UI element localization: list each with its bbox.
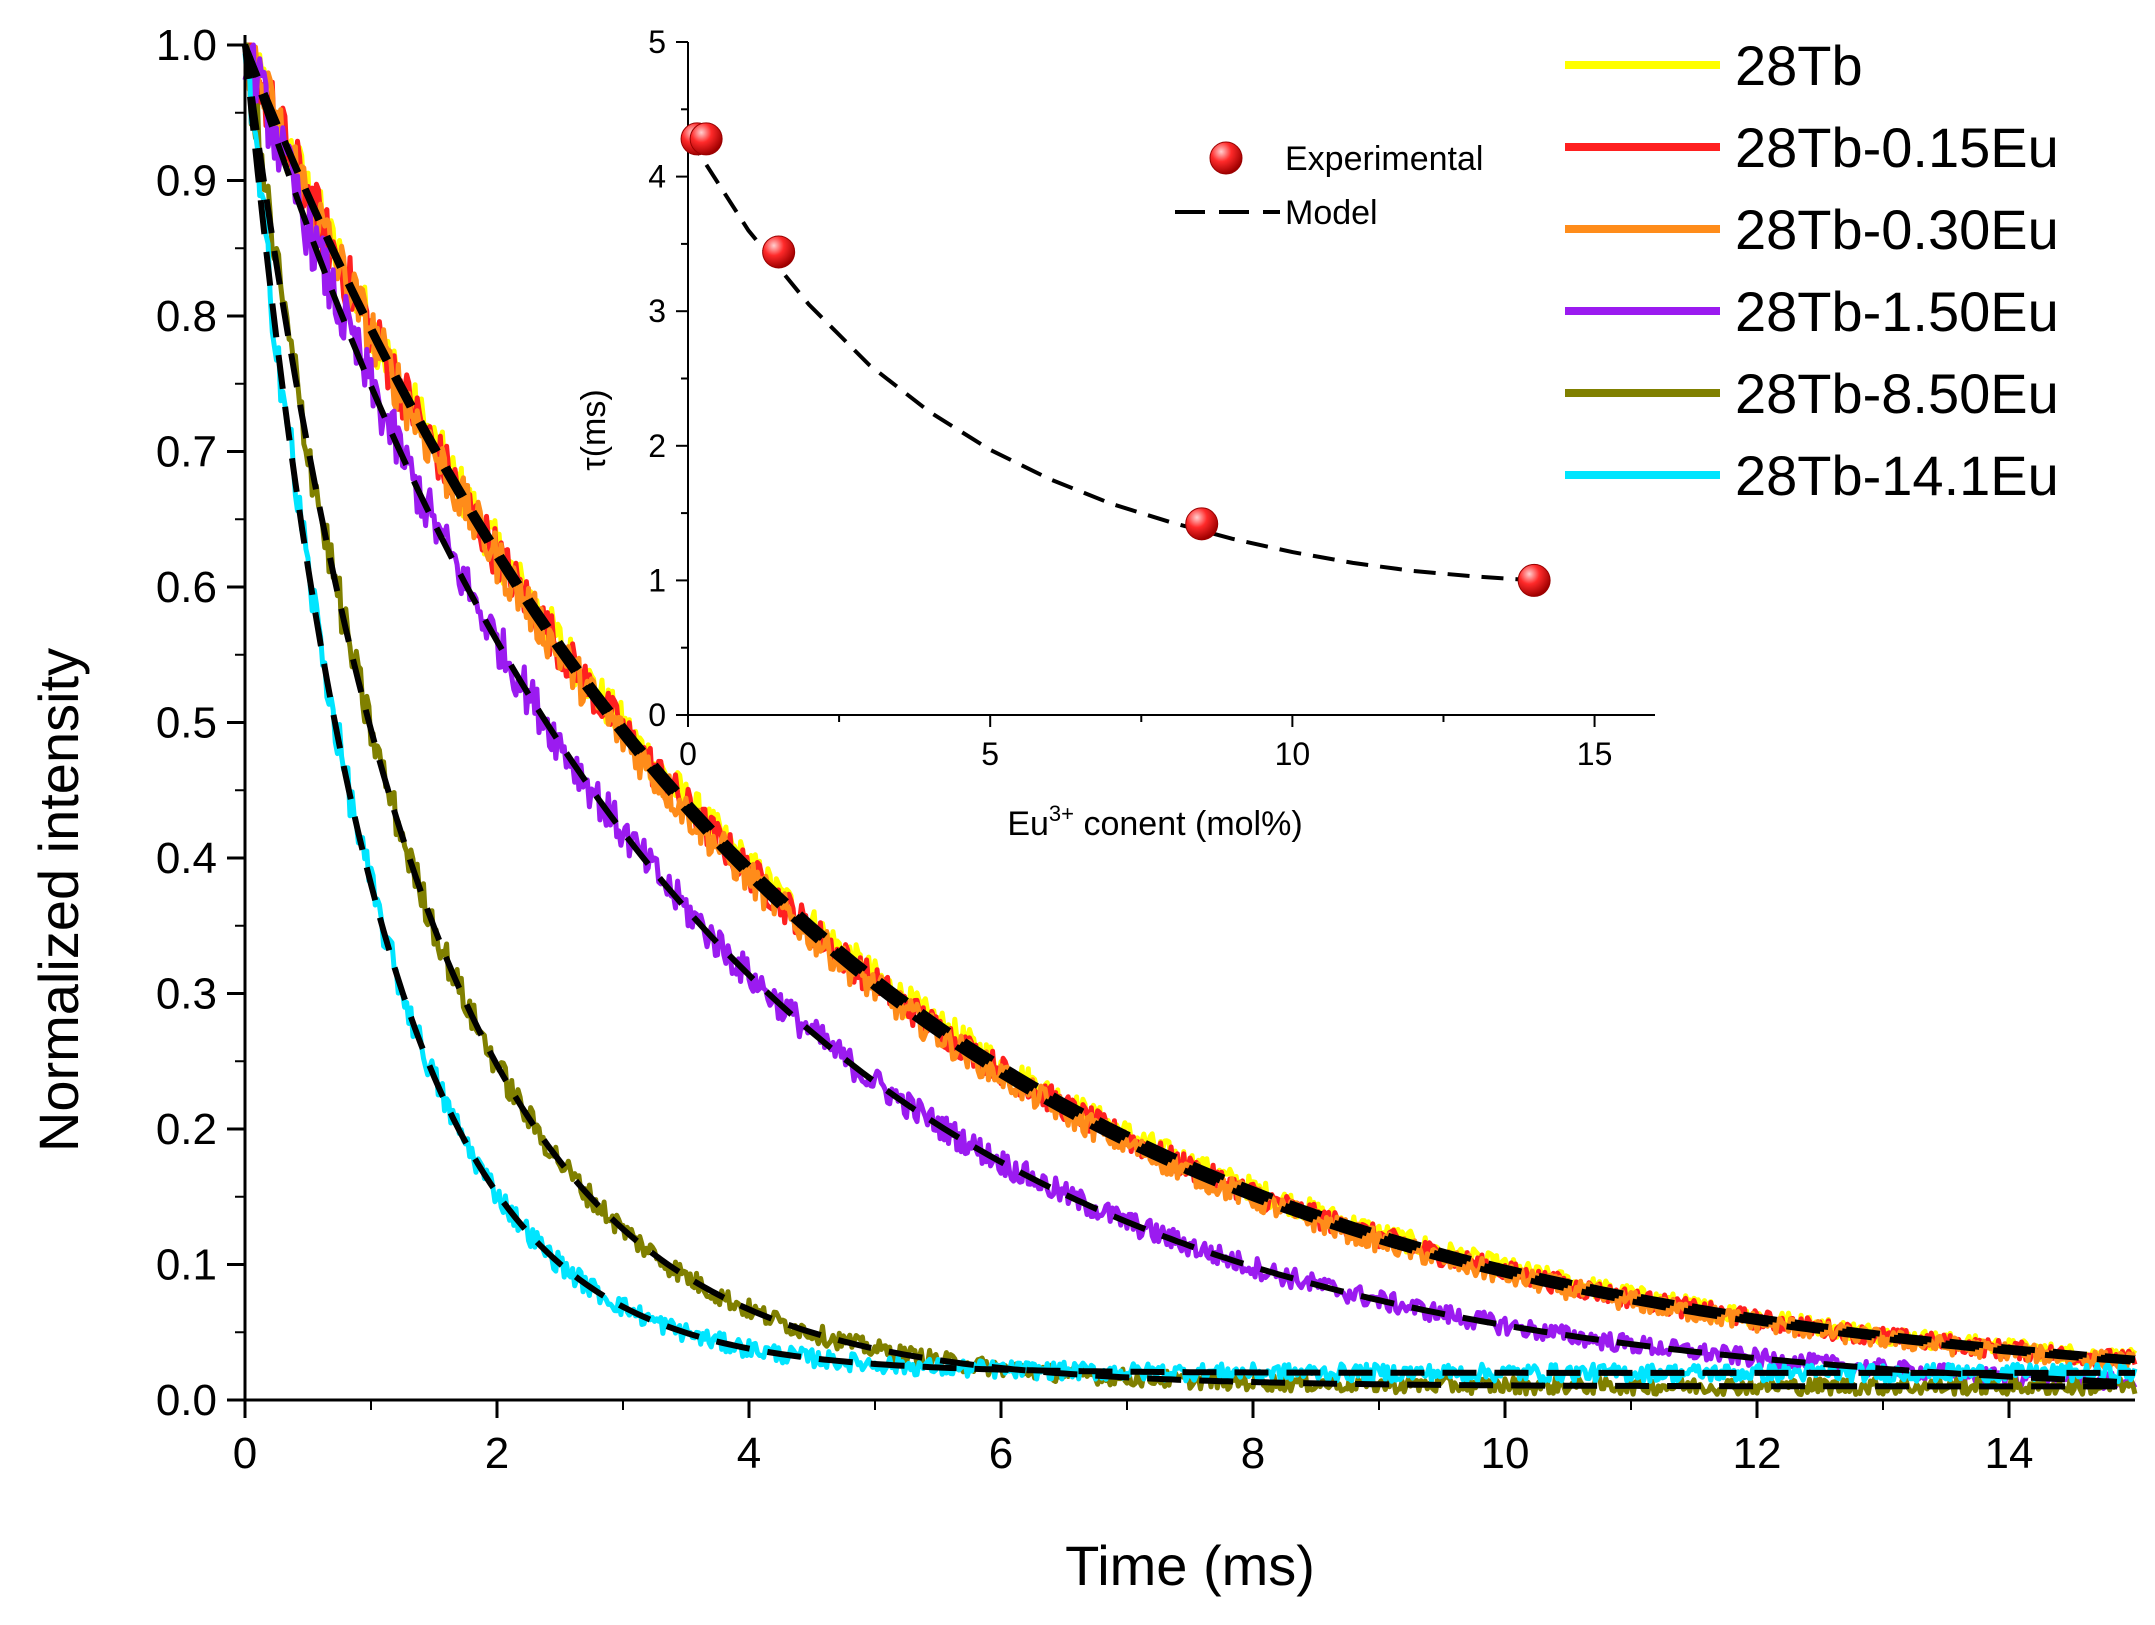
inset-legend-experimental-label: Experimental <box>1285 140 1483 178</box>
inset-experimental-point <box>762 235 796 269</box>
legend-label-28tb-8-50eu: 28Tb-8.50Eu <box>1735 362 2059 425</box>
main-x-tick-label-12: 12 <box>1733 1429 1782 1478</box>
inset-legend-model-label: Model <box>1285 194 1378 232</box>
main-y-tick-label-0-6: 0.6 <box>156 563 217 612</box>
inset-y-tick-label-5: 5 <box>648 24 666 60</box>
inset-x-tick-label-10: 10 <box>1275 736 1311 772</box>
main-x-tick-label-4: 4 <box>737 1429 761 1478</box>
inset-x-title-superscript: 3+ <box>1049 801 1074 826</box>
fit-curve-28tb-0-30eu <box>242 43 2136 1365</box>
fit-curve-28tb-8-50eu <box>242 44 2135 1390</box>
main-plot-area: 0 2 4 6 8 10 12 140.00.10.20.30.40.50.60.70.80.… <box>156 21 2138 1478</box>
inset-y-tick-label-0: 0 <box>648 697 666 733</box>
legend-label-28tb-0-15eu: 28Tb-0.15Eu <box>1735 116 2059 179</box>
legend-label-28tb-0-30eu: 28Tb-0.30Eu <box>1735 198 2059 261</box>
fit-curve-28tb-1-50eu <box>242 44 2136 1386</box>
main-y-tick-label-0-4: 0.4 <box>156 834 217 883</box>
main-legend: 28Tb 28Tb-0.15Eu 28Tb-0.30Eu 28Tb-1.50Eu 28T… <box>1565 34 2059 507</box>
main-x-axis-title: Time (ms) <box>1065 1534 1315 1597</box>
main-y-tick-label-1-0: 1.0 <box>156 21 217 70</box>
inset-y-tick-label-2: 2 <box>648 428 666 464</box>
inset-x-tick-label-15: 15 <box>1577 736 1613 772</box>
inset-x-title-part-rest: conent (mol%) <box>1074 805 1303 843</box>
inset-experimental-point <box>1517 563 1551 597</box>
main-x-tick-label-0: 0 <box>233 1429 257 1478</box>
legend-label-28tb-14-1eu: 28Tb-14.1Eu <box>1735 444 2059 507</box>
inset-legend: Experimental Model <box>1175 140 1483 232</box>
main-x-tick-label-6: 6 <box>989 1429 1013 1478</box>
main-x-tick-label-10: 10 <box>1481 1429 1530 1478</box>
inset-experimental-point <box>689 122 723 156</box>
inset-y-tick-label-1: 1 <box>648 562 666 598</box>
inset-x-title-part-eu: Eu <box>1007 805 1049 843</box>
inset-y-tick-label-3: 3 <box>648 293 666 329</box>
inset-x-tick-label-0: 0 <box>679 736 697 772</box>
main-y-tick-label-0-5: 0.5 <box>156 699 217 748</box>
main-y-tick-label-0-8: 0.8 <box>156 292 217 341</box>
legend-label-28tb: 28Tb <box>1735 34 1863 97</box>
inset-x-axis-title: Eu3+ conent (mol%) <box>1007 801 1302 843</box>
inset-experimental-point <box>1185 507 1219 541</box>
legend-label-28tb-1-50eu: 28Tb-1.50Eu <box>1735 280 2059 343</box>
inset-legend-experimental-marker <box>1209 141 1243 175</box>
main-y-tick-label-0-3: 0.3 <box>156 970 217 1019</box>
fit-curve-28tb-14-1eu <box>242 44 2135 1376</box>
main-y-axis-title: Normalized intensity <box>27 648 90 1152</box>
main-y-tick-label-0-2: 0.2 <box>156 1105 217 1154</box>
inset-y-tick-label-4: 4 <box>648 159 666 195</box>
main-y-tick-label-0-0: 0.0 <box>156 1376 217 1425</box>
main-x-tick-label-8: 8 <box>1241 1429 1265 1478</box>
main-y-tick-label-0-9: 0.9 <box>156 157 217 206</box>
main-x-tick-label-2: 2 <box>485 1429 509 1478</box>
main-y-tick-label-0-1: 0.1 <box>156 1241 217 1290</box>
inset-model-curve <box>686 135 1535 583</box>
main-x-tick-label-14: 14 <box>1985 1429 2034 1478</box>
main-y-tick-label-0-7: 0.7 <box>156 428 217 477</box>
inset-x-tick-label-5: 5 <box>981 736 999 772</box>
inset-plot-area: 0 5 10 15 0 1 2 3 4 5 <box>648 24 1655 772</box>
inset-y-axis-title: τ(ms) <box>575 389 613 470</box>
